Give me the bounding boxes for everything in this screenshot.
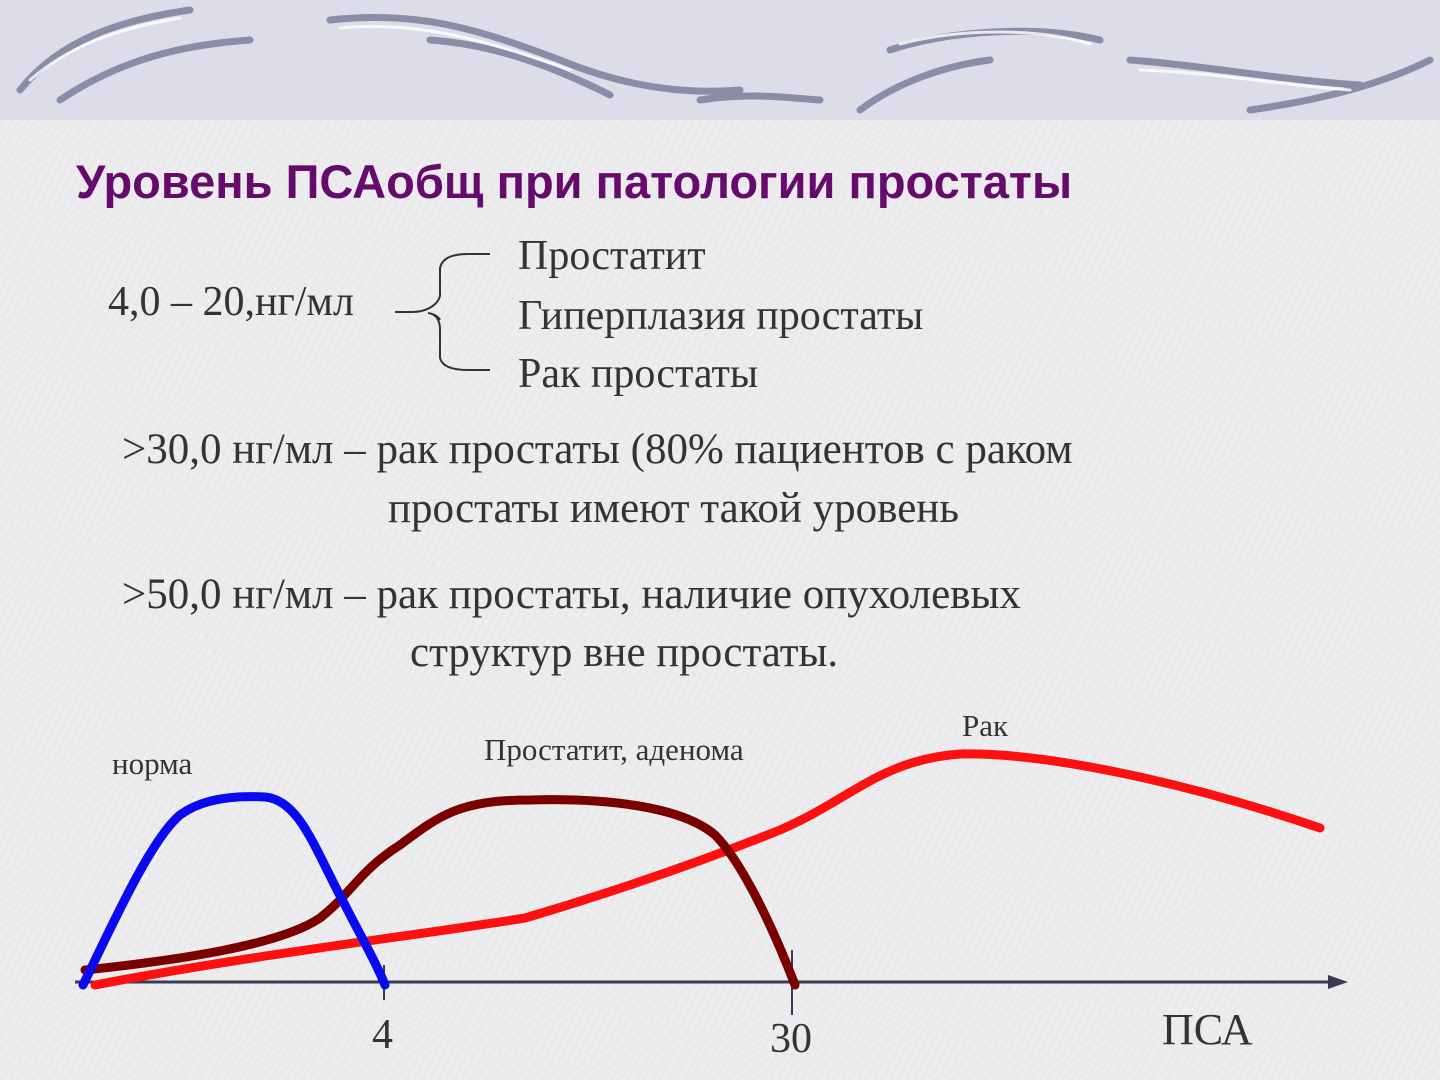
tick-label-30: 30 [770,1016,812,1062]
norm-label: норма [112,746,193,781]
statement-30-line2: простаты имеют такой уровень [388,485,959,532]
norm-curve [78,792,390,990]
prostatitis-adenoma-label: Простатит, аденома [484,732,744,767]
cancer-curve [90,749,1325,990]
prostatitis-adenoma-curve [80,795,800,990]
cancer-label: Рак [962,708,1009,743]
statement-50-line1: >50,0 нг/мл – рак простаты, наличие опух… [122,571,1021,618]
decorative-banner [0,0,1440,120]
statement-30-line1: >30,0 нг/мл – рак простаты (80% пациенто… [122,426,1073,473]
axis-arrowhead [1328,975,1348,989]
condition-hyperplasia: Гиперплазия простаты [518,293,924,339]
statement-50-line2: структур вне простаты. [410,629,839,676]
tick-label-4: 4 [372,1012,393,1058]
axis-label-psa: ПСА [1162,1005,1253,1054]
slide-title: Уровень ПСАобщ при патологии простаты [76,155,1073,208]
condition-cancer: Рак простаты [518,351,759,397]
psa-range-label: 4,0 – 20,нг/мл [108,279,354,325]
condition-prostatitis: Простатит [518,233,706,279]
